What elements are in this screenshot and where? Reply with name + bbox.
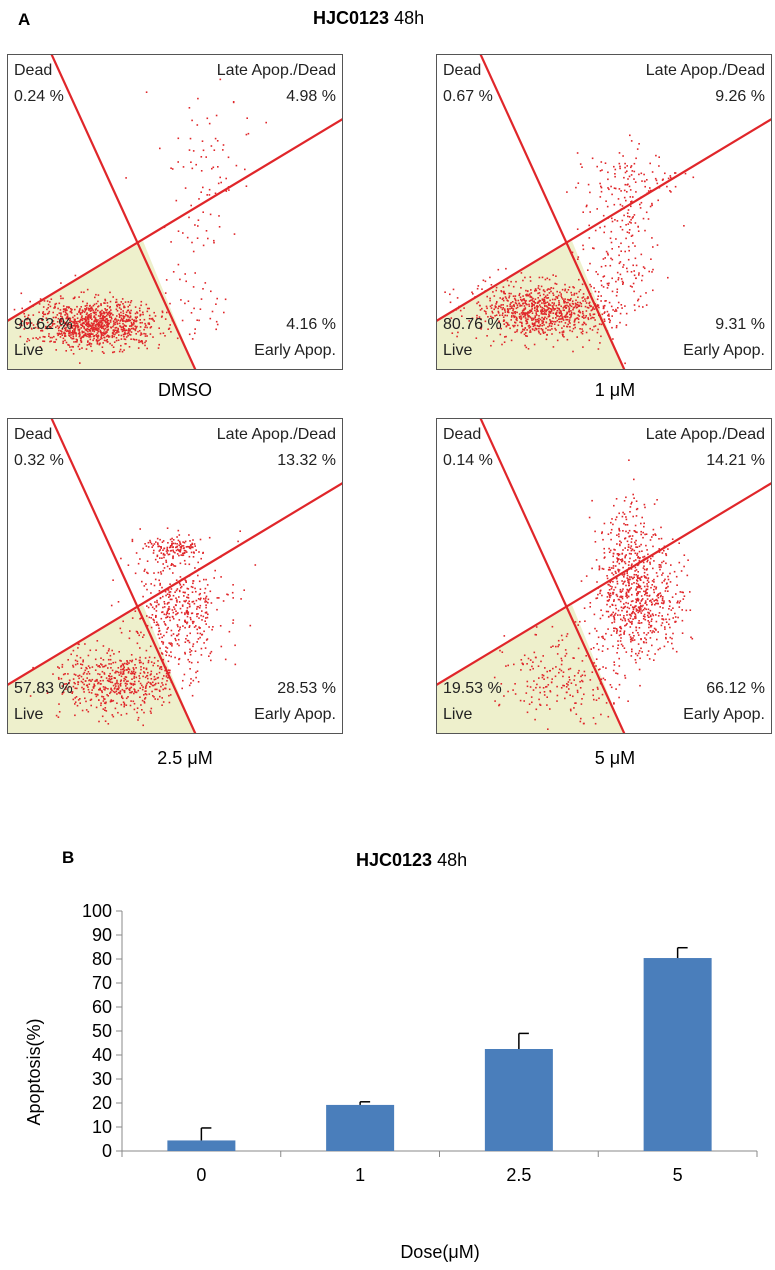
quadrant-label-late: Late Apop./Dead (645, 62, 765, 79)
quadrant-percent-live: 90.62 % (14, 316, 73, 333)
x-tick-label: 0 (196, 1165, 206, 1185)
event-dots (13, 78, 267, 364)
flow-plot-caption: 5 μM (594, 748, 636, 768)
quadrant-percent-late: 4.98 % (286, 88, 336, 105)
y-tick-label: 50 (92, 1021, 112, 1041)
quadrant-label-live: Live (14, 706, 44, 723)
quadrant-label-early: Early Apop. (254, 706, 336, 723)
y-tick-label: 30 (92, 1069, 112, 1089)
panel-a-title: HJC0123 48h (313, 8, 424, 29)
live-gate-region (8, 605, 196, 733)
quadrant-label-early: Early Apop. (683, 706, 765, 723)
quadrant-label-live: Live (14, 342, 44, 359)
quadrant-percent-early: 66.12 % (706, 680, 765, 697)
gate-line (437, 118, 771, 322)
flow-plot-graphic (437, 55, 771, 369)
quadrant-percent-dead: 0.67 % (443, 88, 493, 105)
flow-plot-caption: DMSO (158, 380, 212, 400)
flow-plot-graphic (437, 419, 771, 733)
event-dots (29, 527, 257, 727)
flow-plot-graphic (8, 419, 342, 733)
gate-line (50, 55, 197, 369)
bar (643, 958, 712, 1151)
panel-a-label: A (18, 10, 31, 29)
y-tick-label: 40 (92, 1045, 112, 1065)
y-tick-label: 70 (92, 973, 112, 993)
bar (484, 1049, 553, 1151)
quadrant-percent-early: 9.31 % (715, 316, 765, 333)
panel-b-title-compound: HJC0123 (356, 850, 433, 870)
flow-plot-dmso: Dead 0.24 % Late Apop./Dead 4.98 % 90.62… (7, 54, 343, 370)
y-tick-label: 90 (92, 925, 112, 945)
quadrant-percent-live: 80.76 % (443, 316, 502, 333)
quadrant-percent-live: 19.53 % (443, 680, 502, 697)
y-tick-label: 60 (92, 997, 112, 1017)
panel-a-title-time: 48h (394, 8, 425, 28)
quadrant-label-live: Live (443, 706, 473, 723)
quadrant-percent-early: 4.16 % (286, 316, 336, 333)
quadrant-label-early: Early Apop. (254, 342, 336, 359)
y-tick-label: 20 (92, 1093, 112, 1113)
gate-line (479, 55, 626, 369)
quadrant-percent-late: 9.26 % (715, 88, 765, 105)
quadrant-label-dead: Dead (443, 62, 482, 79)
flow-plot-2-5um: Dead 0.32 % Late Apop./Dead 13.32 % 57.8… (7, 418, 343, 734)
y-tick-label: 0 (102, 1141, 112, 1161)
gate-line (479, 419, 626, 733)
flow-plot-5um: Dead 0.14 % Late Apop./Dead 14.21 % 19.5… (436, 418, 772, 734)
quadrant-percent-late: 13.32 % (277, 452, 336, 469)
bars (167, 946, 712, 1151)
flow-plot-graphic (8, 55, 342, 369)
quadrant-label-late: Late Apop./Dead (645, 426, 765, 443)
gate-line (437, 482, 771, 686)
bar (326, 1104, 395, 1151)
x-tick-label: 2.5 (506, 1165, 531, 1185)
flow-plot-caption: 1 μM (594, 380, 636, 400)
panel-b-label: B (62, 848, 75, 867)
quadrant-percent-live: 57.83 % (14, 680, 73, 697)
gate-line (8, 118, 342, 322)
quadrant-label-dead: Dead (443, 426, 482, 443)
x-axis-title: Dose(μM) (400, 1242, 479, 1262)
quadrant-percent-dead: 0.24 % (14, 88, 64, 105)
gate-line (8, 482, 342, 686)
quadrant-percent-dead: 0.32 % (14, 452, 64, 469)
quadrant-percent-late: 14.21 % (706, 452, 765, 469)
panel-a-title-compound: HJC0123 (313, 8, 390, 28)
quadrant-percent-dead: 0.14 % (443, 452, 493, 469)
panel-b-title-time: 48h (437, 850, 468, 870)
flow-plot-1um: Dead 0.67 % Late Apop./Dead 9.26 % 80.76… (436, 54, 772, 370)
y-tick-label: 10 (92, 1117, 112, 1137)
panel-b-title: HJC0123 48h (356, 850, 467, 871)
y-tick-label: 80 (92, 949, 112, 969)
bar (167, 1140, 236, 1151)
x-tick-label: 1 (355, 1165, 365, 1185)
gate-line (50, 419, 197, 733)
quadrant-label-early: Early Apop. (683, 342, 765, 359)
y-tick-label: 100 (82, 901, 112, 921)
x-tick-label: 5 (673, 1165, 683, 1185)
quadrant-label-live: Live (443, 342, 473, 359)
quadrant-label-late: Late Apop./Dead (216, 62, 336, 79)
flow-plot-caption: 2.5 μM (157, 748, 213, 768)
quadrant-label-dead: Dead (14, 62, 53, 79)
y-axis: 0 10 20 30 40 50 60 70 80 90 100 (82, 901, 123, 1161)
event-dots (493, 459, 694, 730)
quadrant-percent-early: 28.53 % (277, 680, 336, 697)
x-axis: 0 1 2.5 5 (121, 1150, 758, 1185)
quadrant-label-late: Late Apop./Dead (216, 426, 336, 443)
quadrant-label-dead: Dead (14, 426, 53, 443)
y-axis-title: Apoptosis(%) (24, 1018, 44, 1125)
